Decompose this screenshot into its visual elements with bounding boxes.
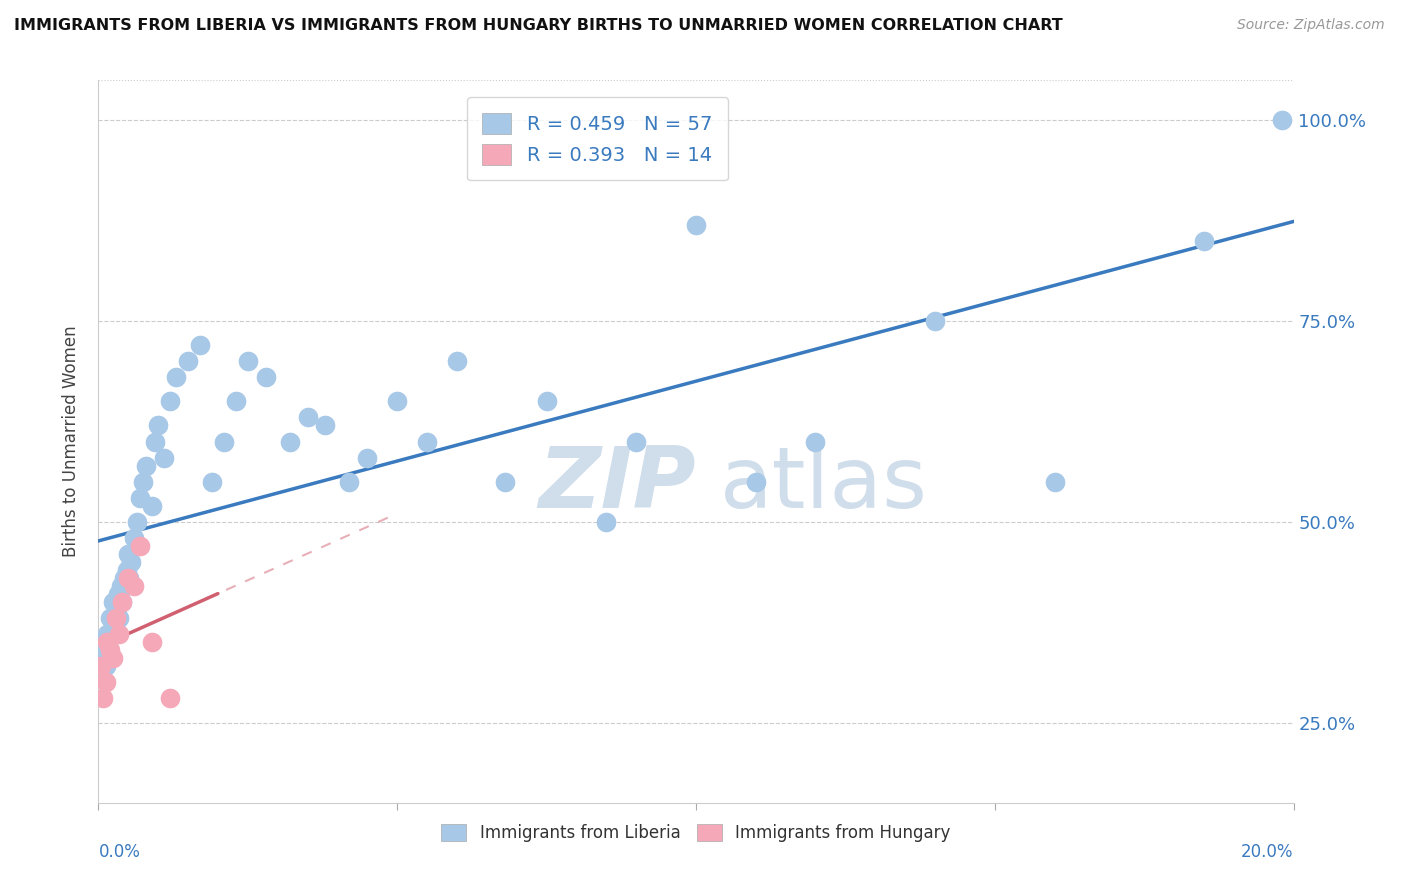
- Point: [107, 587, 129, 601]
- Point: [143, 434, 166, 449]
- Point: [124, 531, 146, 545]
- Point: [105, 611, 128, 625]
- Point: [225, 394, 247, 409]
- Point: [98, 643, 122, 657]
- Text: ZIP: ZIP: [538, 443, 696, 526]
- Text: Source: ZipAtlas.com: Source: ZipAtlas.com: [1237, 18, 1385, 32]
- Point: [416, 434, 439, 449]
- Point: [1271, 113, 1294, 128]
- Text: 20.0%: 20.0%: [1241, 843, 1294, 861]
- Point: [108, 611, 131, 625]
- Point: [96, 635, 118, 649]
- Point: [804, 434, 827, 449]
- Point: [159, 691, 181, 706]
- Point: [254, 370, 277, 384]
- Point: [98, 611, 122, 625]
- Legend: R = 0.459   N = 57, R = 0.393   N = 14: R = 0.459 N = 57, R = 0.393 N = 14: [467, 97, 728, 180]
- Text: 0.0%: 0.0%: [98, 843, 141, 861]
- Point: [141, 499, 163, 513]
- Point: [129, 539, 152, 553]
- Point: [924, 314, 946, 328]
- Point: [595, 515, 617, 529]
- Point: [315, 418, 337, 433]
- Point: [110, 579, 132, 593]
- Point: [148, 418, 170, 433]
- Point: [103, 595, 125, 609]
- Text: atlas: atlas: [720, 443, 928, 526]
- Point: [124, 579, 146, 593]
- Point: [159, 394, 181, 409]
- Point: [91, 691, 114, 706]
- Point: [536, 394, 558, 409]
- Point: [104, 619, 127, 633]
- Point: [91, 651, 114, 665]
- Point: [356, 450, 378, 465]
- Point: [1192, 234, 1215, 248]
- Point: [120, 555, 142, 569]
- Point: [278, 434, 301, 449]
- Point: [132, 475, 155, 489]
- Point: [201, 475, 224, 489]
- Point: [165, 370, 187, 384]
- Text: IMMIGRANTS FROM LIBERIA VS IMMIGRANTS FROM HUNGARY BIRTHS TO UNMARRIED WOMEN COR: IMMIGRANTS FROM LIBERIA VS IMMIGRANTS FR…: [14, 18, 1063, 33]
- Point: [188, 338, 211, 352]
- Point: [745, 475, 768, 489]
- Point: [105, 603, 128, 617]
- Point: [297, 410, 319, 425]
- Point: [112, 571, 135, 585]
- Point: [94, 659, 117, 673]
- Point: [94, 675, 117, 690]
- Point: [117, 571, 139, 585]
- Point: [114, 579, 136, 593]
- Point: [129, 491, 152, 505]
- Point: [111, 595, 134, 609]
- Point: [127, 515, 149, 529]
- Point: [626, 434, 648, 449]
- Point: [236, 354, 259, 368]
- Point: [117, 547, 139, 561]
- Point: [212, 434, 235, 449]
- Point: [177, 354, 200, 368]
- Point: [153, 450, 176, 465]
- Point: [93, 635, 115, 649]
- Point: [494, 475, 516, 489]
- Point: [111, 595, 134, 609]
- Point: [100, 627, 122, 641]
- Point: [446, 354, 468, 368]
- Point: [339, 475, 361, 489]
- Point: [115, 563, 138, 577]
- Point: [685, 218, 707, 232]
- Point: [96, 627, 118, 641]
- Point: [108, 627, 131, 641]
- Y-axis label: Births to Unmarried Women: Births to Unmarried Women: [62, 326, 80, 558]
- Point: [1043, 475, 1066, 489]
- Point: [118, 571, 141, 585]
- Point: [90, 659, 112, 673]
- Point: [103, 651, 125, 665]
- Point: [98, 643, 121, 657]
- Point: [385, 394, 409, 409]
- Point: [141, 635, 163, 649]
- Point: [135, 458, 157, 473]
